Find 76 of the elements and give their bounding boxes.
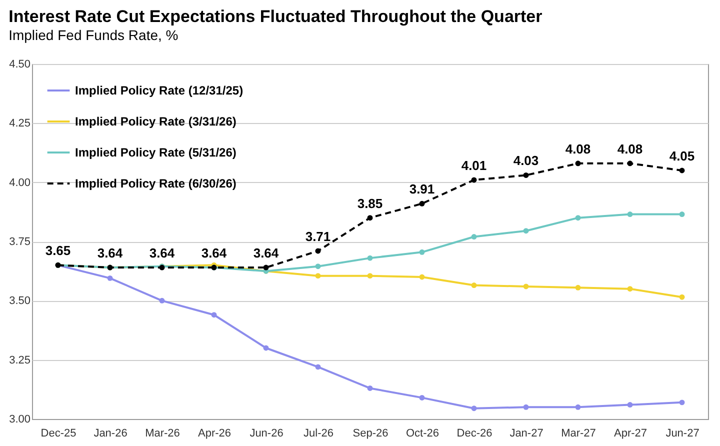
y-tick-label: 4.50 xyxy=(9,58,30,70)
y-tick-label: 3.75 xyxy=(9,236,30,248)
data-label: 3.65 xyxy=(45,243,71,258)
point xyxy=(159,298,165,304)
point xyxy=(263,345,269,351)
legend-label: Implied Policy Rate (5/31/26) xyxy=(75,146,236,160)
data-label: 3.71 xyxy=(305,228,331,244)
x-tick-label: Jan-26 xyxy=(94,428,128,440)
data-label: 3.91 xyxy=(409,182,435,197)
data-label: 4.05 xyxy=(669,148,695,164)
x-tick-label: Jun-27 xyxy=(666,428,700,440)
y-tick-label: 4.25 xyxy=(9,118,30,130)
point xyxy=(367,255,373,261)
y-tick-label: 3.50 xyxy=(9,295,30,308)
x-tick-label: Dec-26 xyxy=(456,428,492,440)
point xyxy=(315,364,321,370)
point xyxy=(523,172,529,178)
x-tick-label: Sep-26 xyxy=(352,428,388,440)
point xyxy=(627,160,633,166)
point xyxy=(575,404,581,410)
data-label: 4.08 xyxy=(617,141,643,156)
point xyxy=(211,312,217,318)
chart-subtitle: Implied Fed Funds Rate, % xyxy=(8,27,178,43)
point xyxy=(627,286,633,292)
data-label: 3.64 xyxy=(253,246,280,261)
point xyxy=(575,160,581,166)
x-tick-label: Jan-27 xyxy=(510,428,544,440)
point xyxy=(419,249,425,255)
point xyxy=(679,212,685,218)
data-label: 3.64 xyxy=(97,246,124,261)
point xyxy=(419,274,425,280)
point xyxy=(575,215,581,221)
legend-label: Implied Policy Rate (12/31/25) xyxy=(75,84,244,98)
x-tick-label: Dec-25 xyxy=(40,428,76,440)
point xyxy=(627,402,633,408)
x-tick-label: Apr-27 xyxy=(614,428,648,440)
point xyxy=(575,284,581,290)
point xyxy=(367,273,373,279)
x-tick-label: Mar-26 xyxy=(145,428,180,440)
y-tick-label: 3.25 xyxy=(9,354,30,366)
point xyxy=(471,282,477,288)
legend-label: Implied Policy Rate (6/30/26) xyxy=(75,176,236,190)
chart-title: Interest Rate Cut Expectations Fluctuated Throughout the Quarter xyxy=(8,7,543,26)
point xyxy=(523,284,529,290)
point xyxy=(679,168,685,174)
point xyxy=(107,275,113,281)
data-label: 3.64 xyxy=(149,246,176,261)
x-tick-label: Oct-26 xyxy=(406,428,440,440)
point xyxy=(523,228,529,234)
point xyxy=(367,215,373,221)
point xyxy=(419,200,425,206)
point xyxy=(367,386,373,391)
point xyxy=(679,294,685,300)
data-label: 4.03 xyxy=(513,153,539,168)
point xyxy=(419,394,425,400)
x-tick-label: Apr-26 xyxy=(198,428,232,440)
point xyxy=(679,400,685,406)
data-label: 4.01 xyxy=(461,158,487,173)
point xyxy=(263,264,269,270)
point xyxy=(471,406,477,412)
data-label: 4.08 xyxy=(565,141,591,156)
x-tick-label: Mar-27 xyxy=(561,428,596,440)
point xyxy=(315,248,321,254)
point xyxy=(315,273,321,279)
legend-label: Implied Policy Rate (3/31/26) xyxy=(75,114,236,128)
point xyxy=(471,234,477,240)
y-tick-label: 3.00 xyxy=(9,414,30,426)
point xyxy=(315,264,321,270)
data-label: 3.85 xyxy=(357,196,383,211)
y-tick-label: 4.00 xyxy=(9,176,30,189)
x-tick-label: Jun-26 xyxy=(250,428,284,440)
point xyxy=(523,404,529,410)
point xyxy=(627,212,633,218)
point xyxy=(471,177,477,183)
data-label: 3.64 xyxy=(201,246,228,261)
x-tick-label: Jul-26 xyxy=(304,428,334,440)
